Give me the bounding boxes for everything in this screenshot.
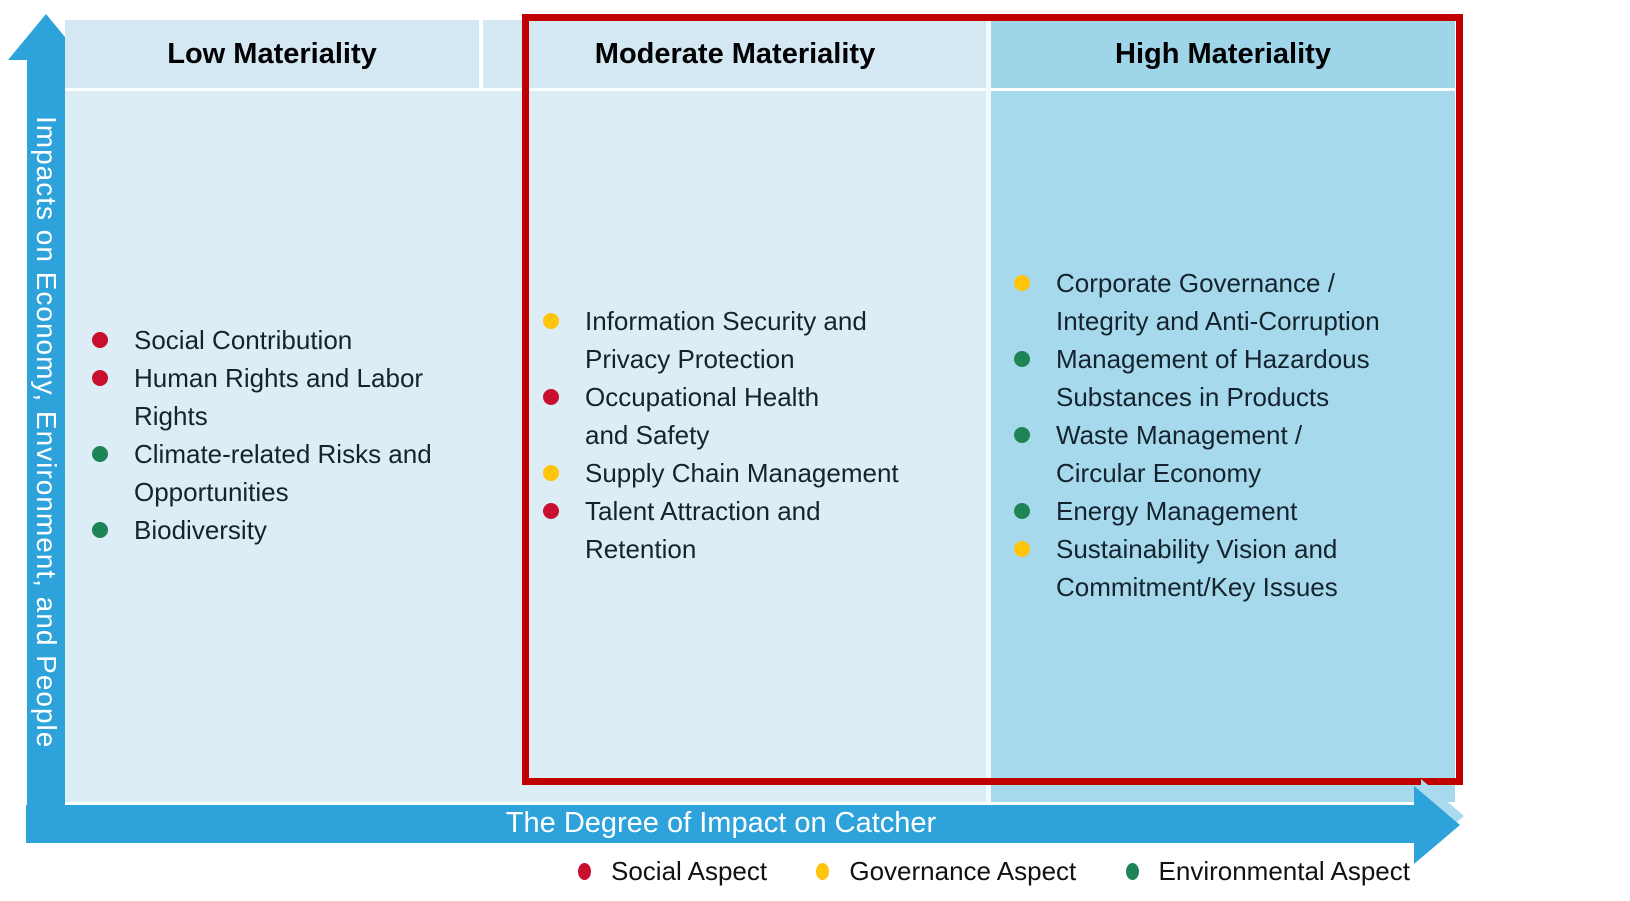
high-header-strip <box>991 20 1455 88</box>
matrix-item-label: Information Security and Privacy Protect… <box>585 306 867 374</box>
high-materiality-item-list: Corporate Governance / Integrity and Ant… <box>1012 264 1442 606</box>
matrix-item: Corporate Governance / Integrity and Ant… <box>1012 264 1442 340</box>
matrix-item-label: Supply Chain Management <box>585 458 899 488</box>
low-materiality-item-list: Social Contribution Human Rights and Labo… <box>90 321 490 549</box>
matrix-item-label: Human Rights and Labor Rights <box>134 363 424 431</box>
matrix-item: Sustainability Vision and Commitment/Key… <box>1012 530 1442 606</box>
matrix-item: Information Security and Privacy Protect… <box>541 302 971 378</box>
social-bullet-icon <box>543 389 559 405</box>
x-axis-label: The Degree of Impact on Catcher <box>505 807 937 839</box>
matrix-item: Human Rights and Labor Rights <box>90 359 490 435</box>
matrix-item-label: Energy Management <box>1056 496 1298 526</box>
x-axis-arrowhead-icon <box>1414 786 1460 864</box>
matrix-item: Energy Management <box>1012 492 1442 530</box>
governance-bullet-icon <box>1014 541 1030 557</box>
legend-label: Social Aspect <box>611 855 768 886</box>
matrix-item: Talent Attraction and Retention <box>541 492 971 568</box>
environmental-bullet-icon <box>1014 427 1030 443</box>
matrix-item: Occupational Health and Safety <box>541 378 971 454</box>
y-axis-label: Impacts on Economy, Environment, and Peo… <box>31 116 62 749</box>
matrix-item-label: Biodiversity <box>134 515 267 545</box>
matrix-item-label: Climate-related Risks and Opportunities <box>134 439 432 507</box>
legend-item-social: Social Aspect <box>578 856 767 887</box>
social-aspect-dot-icon <box>578 862 591 880</box>
environmental-bullet-icon <box>1014 503 1030 519</box>
column1-column2-separator <box>479 20 483 88</box>
header-separator-line <box>65 88 1455 91</box>
matrix-item-label: Social Contribution <box>134 325 353 355</box>
legend-label: Governance Aspect <box>849 855 1077 886</box>
matrix-item-label: Sustainability Vision and Commitment/Key… <box>1056 534 1338 602</box>
matrix-item: Biodiversity <box>90 511 490 549</box>
legend-label: Environmental Aspect <box>1158 855 1410 886</box>
environmental-aspect-dot-icon <box>1125 862 1139 880</box>
governance-bullet-icon <box>543 465 559 481</box>
matrix-item: Management of Hazardous Substances in Pr… <box>1012 340 1442 416</box>
environmental-bullet-icon <box>92 522 108 538</box>
legend-item-environmental: Environmental Aspect <box>1125 855 1410 887</box>
matrix-item-label: Corporate Governance / Integrity and Ant… <box>1056 268 1380 336</box>
matrix-item-label: Talent Attraction and Retention <box>585 496 821 564</box>
social-bullet-icon <box>543 503 559 519</box>
high-column-background <box>991 20 1455 802</box>
environmental-bullet-icon <box>92 446 108 462</box>
legend-item-governance: Governance Aspect <box>816 856 1076 887</box>
environmental-bullet-icon <box>1014 351 1030 367</box>
social-bullet-icon <box>92 370 108 386</box>
social-bullet-icon <box>92 332 108 348</box>
matrix-item: Social Contribution <box>90 321 490 359</box>
governance-bullet-icon <box>1014 275 1030 291</box>
matrix-item: Climate-related Risks and Opportunities <box>90 435 490 511</box>
column-header-low-materiality: Low Materiality <box>167 38 377 70</box>
matrix-item: Waste Management / Circular Economy <box>1012 416 1442 492</box>
x-axis-bar <box>26 805 1416 843</box>
legend: Social Aspect Governance Aspect Environm… <box>578 850 1410 892</box>
matrix-item-label: Management of Hazardous Substances in Pr… <box>1056 344 1370 412</box>
column-header-moderate-materiality: Moderate Materiality <box>594 38 876 70</box>
column-header-high-materiality: High Materiality <box>1115 38 1331 70</box>
moderate-materiality-item-list: Information Security and Privacy Protect… <box>541 302 971 568</box>
governance-bullet-icon <box>543 313 559 329</box>
matrix-item-label: Occupational Health and Safety <box>585 382 820 450</box>
materiality-highlight-border <box>522 14 1463 785</box>
column2-column3-separator <box>986 20 991 802</box>
matrix-item-label: Waste Management / Circular Economy <box>1056 420 1303 488</box>
y-axis-bar <box>27 56 65 843</box>
governance-aspect-dot-icon <box>816 862 830 880</box>
matrix-item: Supply Chain Management <box>541 454 971 492</box>
